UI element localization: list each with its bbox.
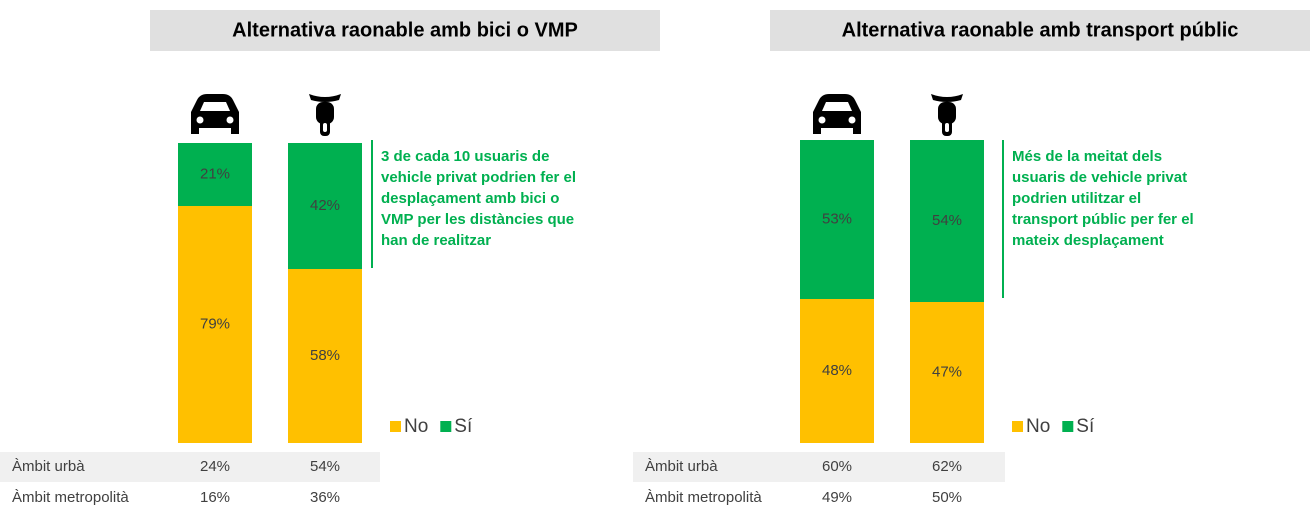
- chart-title: Alternativa raonable amb transport públi…: [842, 19, 1239, 41]
- table-label: Àmbit urbà: [645, 458, 718, 475]
- table-cell: 24%: [200, 458, 230, 475]
- vehicle-icon: [200, 102, 230, 111]
- annotation: vehicle privat podrien fer el: [381, 169, 576, 186]
- value-label: 21%: [200, 165, 230, 182]
- legend-label: Sí: [454, 416, 473, 437]
- bar-segment: [178, 143, 252, 206]
- vehicle-icon: [931, 94, 963, 102]
- value-label: 42%: [310, 197, 340, 214]
- annotation: usuaris de vehicle privat: [1012, 169, 1187, 186]
- table-row-bg: [0, 452, 380, 482]
- bar-segment: [288, 143, 362, 269]
- vehicle-icon: [191, 94, 239, 134]
- vehicle-icon: [818, 116, 826, 124]
- vehicle-icon: [316, 102, 334, 124]
- legend-swatch: [390, 421, 401, 432]
- bar-segment: [178, 206, 252, 443]
- table-cell: 60%: [822, 458, 852, 475]
- value-label: 58%: [310, 347, 340, 364]
- title-box: [150, 10, 660, 51]
- legend-swatch: [1012, 421, 1023, 432]
- vehicle-icon: [938, 102, 956, 124]
- vehicle-icon: [822, 102, 852, 111]
- bar-segment: [800, 140, 874, 299]
- vehicle-icon: [226, 116, 234, 124]
- bar-segment: [288, 269, 362, 443]
- bar-segment: [910, 140, 984, 302]
- value-label: 53%: [822, 210, 852, 227]
- table-cell: 16%: [200, 489, 230, 506]
- annotation: transport públic per fer el: [1012, 211, 1194, 228]
- bar-segment: [800, 299, 874, 443]
- value-label: 54%: [932, 212, 962, 229]
- annotation: desplaçament amb bici o: [381, 190, 559, 207]
- annotation: podrien utilitzar el: [1012, 190, 1141, 207]
- annotation: 3 de cada 10 usuaris de: [381, 148, 549, 165]
- table-label: Àmbit urbà: [12, 458, 85, 475]
- vehicle-icon: [323, 123, 327, 132]
- legend-label: No: [1026, 416, 1050, 437]
- bar-segment: [910, 302, 984, 443]
- table-cell: 62%: [932, 458, 962, 475]
- table-cell: 50%: [932, 489, 962, 506]
- chart-title: Alternativa raonable amb bici o VMP: [232, 19, 578, 41]
- table-cell: 49%: [822, 489, 852, 506]
- value-label: 48%: [822, 362, 852, 379]
- legend-label: Sí: [1076, 416, 1095, 437]
- annotation: han de realitzar: [381, 232, 491, 249]
- value-label: 47%: [932, 363, 962, 380]
- annotation: VMP per les distàncies que: [381, 211, 574, 228]
- vehicle-icon: [848, 116, 856, 124]
- title-box: [770, 10, 1310, 51]
- table-cell: 54%: [310, 458, 340, 475]
- vehicle-icon: [196, 116, 204, 124]
- legend-swatch: [1062, 421, 1074, 432]
- table-label: Àmbit metropolità: [12, 489, 129, 506]
- annotation: mateix desplaçament: [1012, 232, 1164, 249]
- annotation: Més de la meitat dels: [1012, 148, 1162, 165]
- legend-swatch: [440, 421, 452, 432]
- legend-label: No: [404, 416, 428, 437]
- table-row-bg: [633, 452, 1005, 482]
- value-label: 79%: [200, 315, 230, 332]
- vehicle-icon: [813, 94, 861, 134]
- vehicle-icon: [309, 94, 341, 102]
- table-label: Àmbit metropolità: [645, 489, 762, 506]
- vehicle-icon: [945, 123, 949, 132]
- table-cell: 36%: [310, 489, 340, 506]
